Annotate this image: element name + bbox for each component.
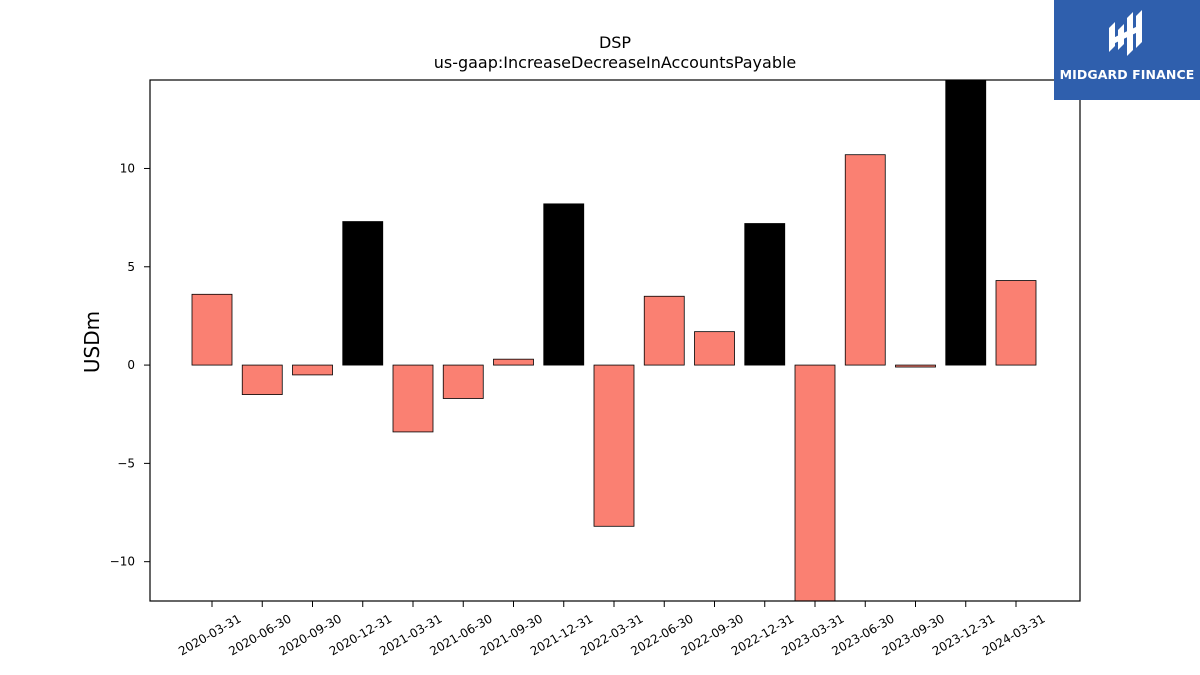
bar-2023-03-31 — [794, 364, 836, 601]
bar-2021-03-31 — [392, 364, 434, 433]
bar-2020-09-30 — [292, 364, 333, 376]
logo-text: MIDGARD FINANCE — [1059, 67, 1195, 82]
y-tick-label: 5 — [127, 260, 135, 274]
y-axis-label: USDm — [80, 311, 104, 373]
bar-2020-06-30 — [241, 364, 283, 395]
y-tick-label: 10 — [120, 161, 135, 175]
bar-2021-12-31 — [543, 203, 585, 366]
x-axis-ticks: 2020-03-312020-06-302020-09-302020-12-31… — [176, 601, 1048, 658]
midgard-finance-logo: MIDGARD FINANCE — [1054, 0, 1200, 100]
y-axis-ticks: −10 −5 0 5 10 — [110, 161, 150, 569]
bar-2022-09-30 — [694, 331, 735, 366]
chart-subtitle: us-gaap:IncreaseDecreaseInAccountsPayabl… — [434, 53, 797, 72]
bar-2020-03-31 — [191, 293, 233, 366]
bar-2022-12-31 — [744, 223, 786, 366]
bar-2020-12-31 — [342, 221, 384, 366]
bar-2023-09-30 — [895, 364, 936, 368]
y-tick-label: −10 — [110, 555, 135, 569]
plot-frame — [149, 79, 1081, 602]
chart-title: DSP — [599, 33, 631, 52]
midgard-logo-icon — [1109, 10, 1142, 56]
y-tick-label: −5 — [117, 456, 135, 470]
bar-2024-03-31 — [995, 280, 1037, 366]
y-tick-label: 0 — [127, 358, 135, 372]
bars-group — [191, 80, 1037, 601]
bar-2023-12-31 — [945, 80, 987, 366]
bar-2022-06-30 — [643, 295, 685, 366]
bar-2023-06-30 — [844, 154, 886, 366]
bar-2021-06-30 — [442, 364, 484, 399]
bar-2022-03-31 — [593, 364, 635, 527]
bar-2021-09-30 — [493, 358, 534, 366]
